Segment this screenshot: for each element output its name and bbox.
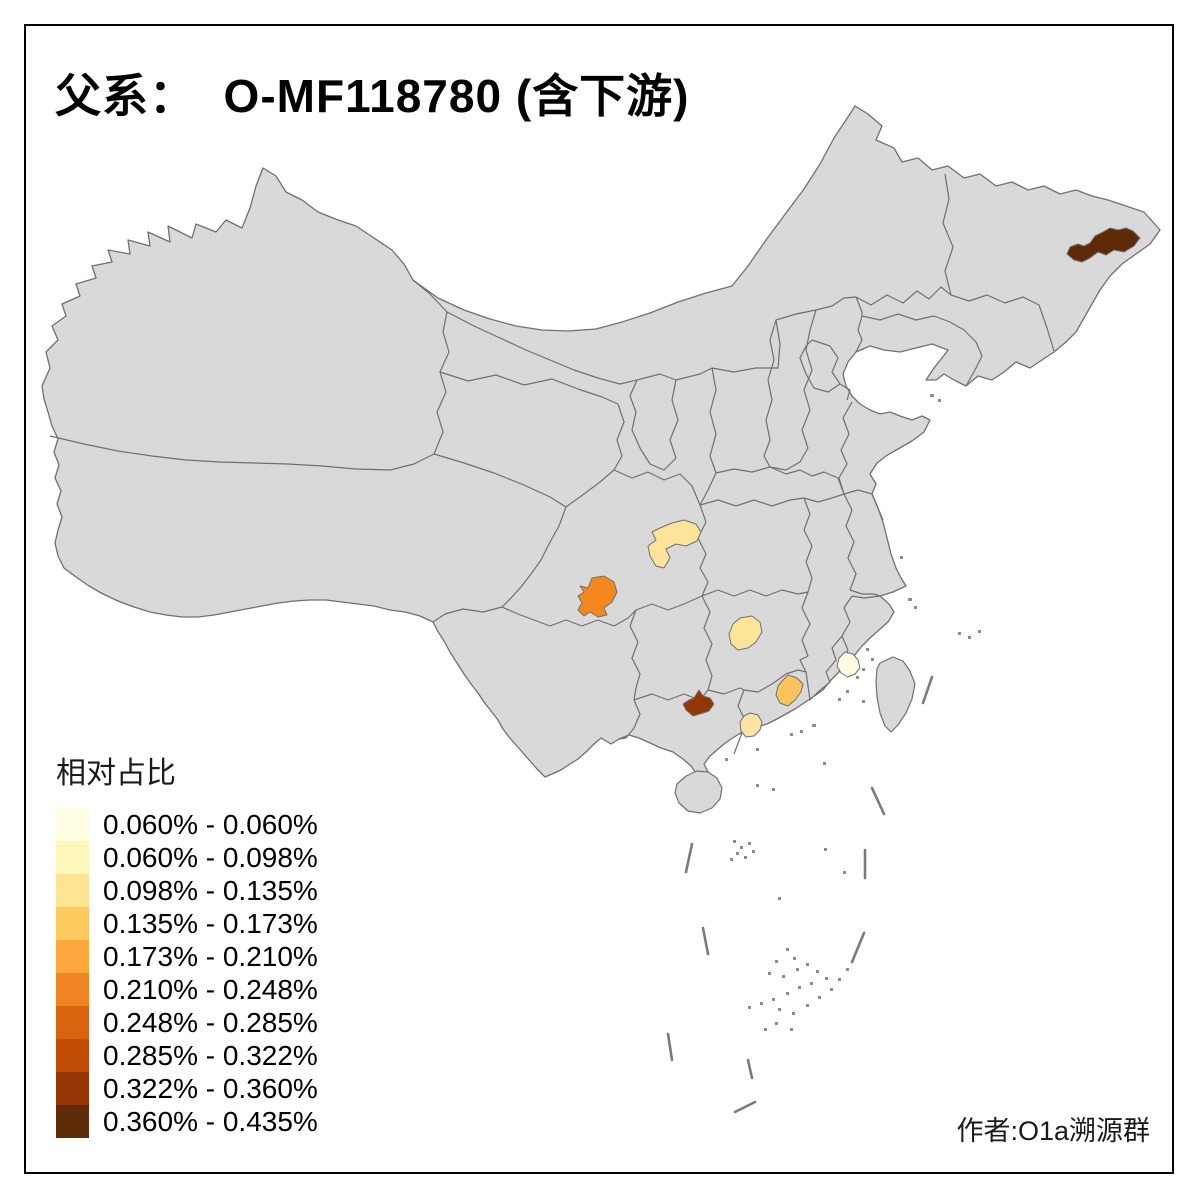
region-hunan-central [728,615,763,651]
taiwan-island [875,656,916,733]
legend-swatch [56,973,89,1006]
legend-label: 0.360% - 0.435% [103,1105,318,1137]
province-borders [49,173,1055,755]
legend-swatch [56,1039,89,1072]
region-guangxi-central [682,689,715,717]
legend-item: 0.060% - 0.098% [56,841,318,874]
region-guangdong-southwest [739,712,763,738]
legend-swatch [56,940,89,973]
legend-label: 0.098% - 0.135% [103,874,318,906]
region-sichuan-south [577,575,618,618]
legend-label: 0.210% - 0.248% [103,973,318,1005]
legend-label: 0.322% - 0.360% [103,1072,318,1104]
legend-label: 0.173% - 0.210% [103,940,318,972]
map-title: 父系： O-MF118780 (含下游) [55,70,690,122]
legend-item: 0.285% - 0.322% [56,1039,318,1072]
legend-item: 0.210% - 0.248% [56,973,318,1006]
legend-item: 0.135% - 0.173% [56,907,318,940]
region-chongqing [647,519,702,569]
legend-item: 0.248% - 0.285% [56,1006,318,1039]
legend-label: 0.248% - 0.285% [103,1006,318,1038]
legend-item: 0.060% - 0.060% [56,808,318,841]
island-specks [725,394,981,1031]
nine-dash-line [666,675,934,1114]
legend-swatch [56,1006,89,1039]
legend-title: 相对占比 [56,757,176,790]
legend-label: 0.135% - 0.173% [103,907,318,939]
region-guangdong-central [775,674,804,707]
legend-item: 0.173% - 0.210% [56,940,318,973]
legend-label: 0.060% - 0.098% [103,841,318,873]
legend-swatch [56,907,89,940]
legend-item: 0.322% - 0.360% [56,1072,318,1105]
legend-item: 0.098% - 0.135% [56,874,318,907]
region-heilongjiang-east [1066,227,1141,263]
legend-swatch [56,1072,89,1105]
legend-swatch [56,841,89,874]
hainan-island [674,770,723,814]
mainland-outline [41,105,1161,781]
legend-item: 0.360% - 0.435% [56,1105,318,1138]
legend: 相对占比 0.060% - 0.060% 0.060% - 0.098% 0.0… [56,748,318,1138]
legend-label: 0.060% - 0.060% [103,808,318,840]
legend-swatch [56,808,89,841]
legend-swatch [56,874,89,907]
legend-label: 0.285% - 0.322% [103,1039,318,1071]
legend-swatch [56,1105,89,1138]
attribution-text: 作者:O1a溯源群 [956,1116,1150,1146]
region-fujian-southeast [836,651,861,678]
